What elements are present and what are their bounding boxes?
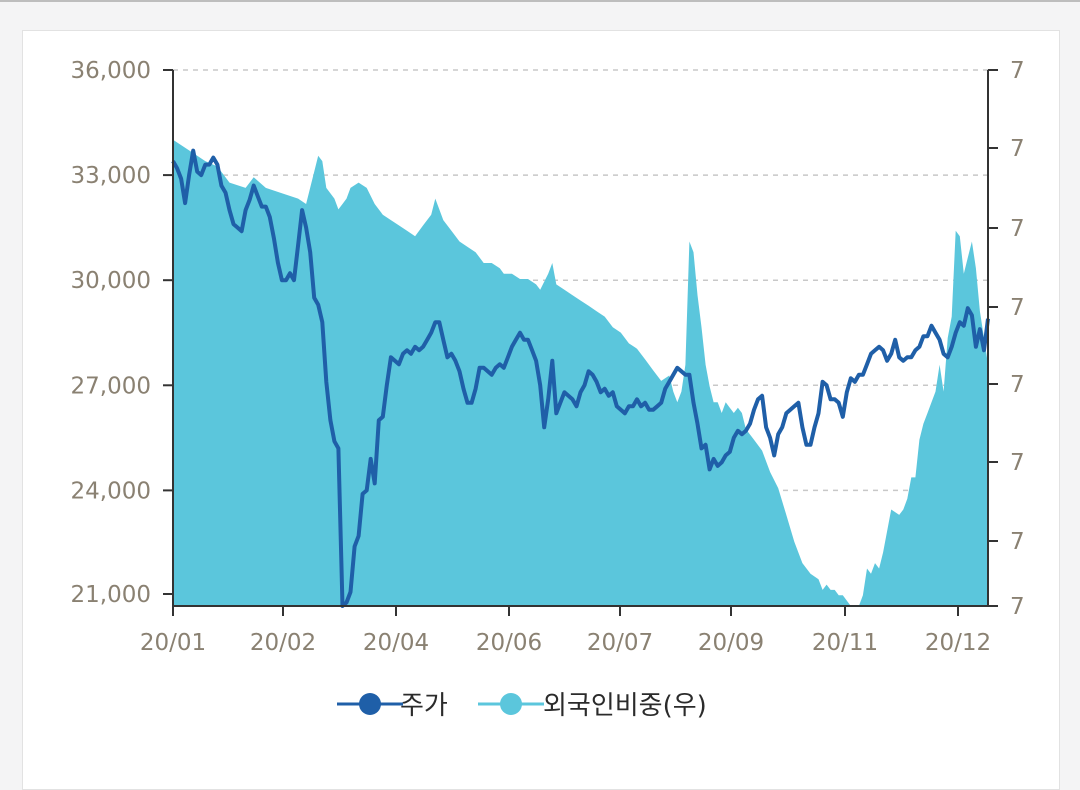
legend-swatch-dot [359, 693, 381, 715]
x-tick-label: 20/07 [587, 630, 653, 656]
axes [163, 69, 998, 616]
y-right-tick-label: 7 [1010, 216, 1025, 242]
legend-label: 주가 [400, 691, 448, 721]
y-right-tick-labels: 7 7 7 7 7 7 7 7 [1010, 58, 1025, 620]
legend-swatch-dot [500, 693, 522, 715]
y-left-tick-label: 30,000 [71, 268, 151, 294]
x-tick-label: 20/02 [250, 630, 316, 656]
y-right-tick-label: 7 [1010, 372, 1025, 398]
y-left-tick-label: 27,000 [71, 373, 151, 399]
y-left-tick-label: 24,000 [71, 478, 151, 504]
x-tick-label: 20/04 [363, 630, 429, 656]
legend-item-stock-price: 주가 [337, 691, 448, 721]
x-tick-labels: 20/01 20/02 20/04 20/06 20/07 20/09 20/11 20/12 [140, 630, 991, 656]
x-tick-label: 20/09 [698, 630, 764, 656]
y-right-tick-label: 7 [1010, 136, 1025, 162]
x-tick-label: 20/01 [140, 630, 206, 656]
y-right-tick-label: 7 [1010, 58, 1025, 84]
y-left-tick-label: 33,000 [71, 163, 151, 189]
y-left-tick-labels: 36,000 33,000 30,000 27,000 24,000 21,000 [71, 58, 151, 608]
stock-price-line [171, 148, 990, 608]
top-divider [0, 0, 1080, 2]
y-right-tick-label: 7 [1010, 529, 1025, 555]
y-right-tick-label: 7 [1010, 594, 1025, 620]
x-tick-label: 20/11 [812, 630, 878, 656]
x-tick-label: 20/06 [476, 630, 542, 656]
legend: 주가 외국인비중(우) [337, 691, 707, 721]
legend-item-foreign-ratio: 외국인비중(우) [478, 691, 707, 721]
y-right-tick-label: 7 [1010, 295, 1025, 321]
y-right-tick-label: 7 [1010, 450, 1025, 476]
y-left-tick-label: 36,000 [71, 58, 151, 84]
foreign-ratio-area [173, 139, 988, 606]
y-left-tick-label: 21,000 [71, 582, 151, 608]
legend-label: 외국인비중(우) [543, 691, 707, 721]
x-tick-label: 20/12 [925, 630, 991, 656]
